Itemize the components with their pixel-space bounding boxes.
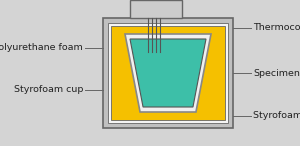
Text: Styrofoam container: Styrofoam container [253,112,300,120]
Text: Styrofoam cup: Styrofoam cup [14,86,83,94]
Text: Thermocouples: Thermocouples [253,24,300,33]
Bar [111,26,225,120]
Polygon shape [125,34,211,112]
Polygon shape [130,39,206,107]
Bar [108,23,228,123]
Text: Polyurethane foam: Polyurethane foam [0,44,83,53]
Text: Specimen: Specimen [253,68,300,78]
Bar [103,18,233,128]
Bar [130,0,182,18]
